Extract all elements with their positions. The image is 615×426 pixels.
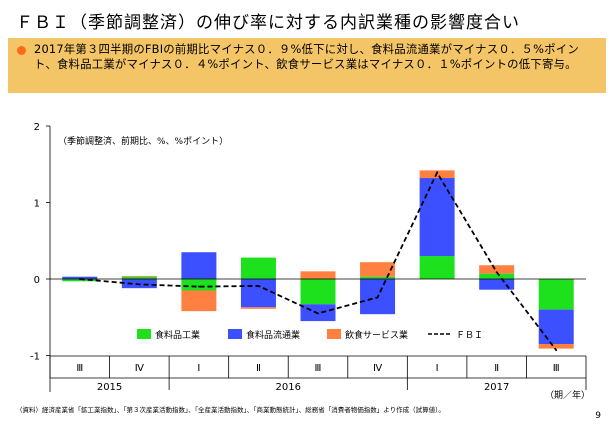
legend-label: 食料品流通業: [246, 329, 300, 341]
fbi-point: [495, 271, 498, 274]
legend-swatch: [228, 329, 242, 339]
x-tick-label: Ⅲ: [553, 363, 560, 374]
bar-segment: [181, 290, 217, 312]
y-tick-label: 2: [34, 122, 40, 133]
legend-label: 食料品工業: [155, 329, 200, 341]
x-tick-label: Ⅱ: [494, 363, 499, 374]
year-label: 2015: [97, 382, 122, 393]
bar-segment: [181, 279, 217, 291]
x-tick-label: Ⅰ: [197, 363, 200, 374]
x-tick-label: Ⅱ: [256, 363, 261, 374]
y-tick-label: -1: [30, 352, 40, 363]
fbi-point: [197, 285, 200, 288]
legend-label: 飲食サービス業: [345, 329, 408, 341]
year-label: 2017: [484, 382, 509, 393]
fbi-line: [79, 170, 557, 351]
chart-bars: [62, 170, 574, 349]
x-tick-label: Ⅲ: [76, 363, 83, 374]
bar-segment: [538, 309, 574, 345]
bar-segment: [240, 257, 276, 279]
fbi-point: [257, 284, 260, 287]
legend-swatch: [137, 329, 151, 339]
year-label: 2016: [275, 382, 300, 393]
bar-segment: [62, 279, 98, 282]
bar-segment: [538, 344, 574, 349]
legend-swatch: [327, 329, 341, 339]
bullet-icon: [17, 46, 26, 55]
summary-text: 2017年第３四半期のFBIの前期比マイナス０．９%低下に対し、食料品流通業がマ…: [34, 42, 579, 71]
bar-segment: [121, 275, 157, 277]
bar-segment: [240, 279, 276, 308]
x-axis-suffix: （期／年）: [545, 389, 590, 401]
unit-note: （季節調整済、前期比、%、%ポイント）: [58, 135, 228, 147]
y-tick-label: 1: [34, 199, 40, 210]
bar-segment: [62, 276, 98, 279]
bar-segment: [479, 265, 515, 274]
fbi-point: [138, 283, 141, 286]
bar-segment: [360, 276, 396, 279]
bar-segment: [181, 252, 217, 279]
legend-label: ＦＢＩ: [456, 331, 483, 341]
summary-box: 2017年第３四半期のFBIの前期比マイナス０．９%低下に対し、食料品流通業がマ…: [8, 38, 606, 93]
fbi-point: [436, 171, 439, 174]
chart-legend: 食料品工業 食料品流通業 飲食サービス業 ＦＢＩ: [137, 329, 483, 341]
fbi-point: [376, 296, 379, 299]
fbi-point: [317, 312, 319, 315]
page-number: 9: [595, 411, 601, 421]
bar-segment: [419, 256, 455, 279]
bar-segment: [538, 279, 574, 310]
chart-axes: -1 0 1 2 2015 2016 2017 Ⅲ Ⅳ Ⅰ Ⅱ Ⅲ Ⅳ Ⅰ Ⅱ Ⅲ （期／年）: [30, 122, 590, 401]
x-tick-label: Ⅳ: [373, 363, 383, 374]
chart-line: [78, 170, 558, 352]
bar-segment: [479, 273, 515, 279]
y-tick-label: 0: [34, 275, 40, 286]
x-tick-label: Ⅰ: [436, 363, 439, 374]
bar-segment: [121, 276, 157, 279]
fbi-point: [555, 349, 558, 352]
bar-segment: [240, 307, 276, 309]
source-footnote: （資料）経済産業省「鉱工業指数」、「第３次産業活動指数」、「全産業活動指数」、「…: [16, 406, 445, 414]
bar-segment: [479, 279, 515, 290]
bar-segment: [300, 279, 336, 305]
bar-segment: [419, 178, 455, 257]
x-tick-label: Ⅲ: [315, 363, 322, 374]
page-title: ＦＢＩ（季節調整済）の伸び率に対する内訳業種の影響度合い: [16, 13, 520, 33]
bar-segment: [300, 271, 336, 279]
bar-segment: [360, 262, 396, 277]
x-tick-label: Ⅳ: [135, 363, 145, 374]
